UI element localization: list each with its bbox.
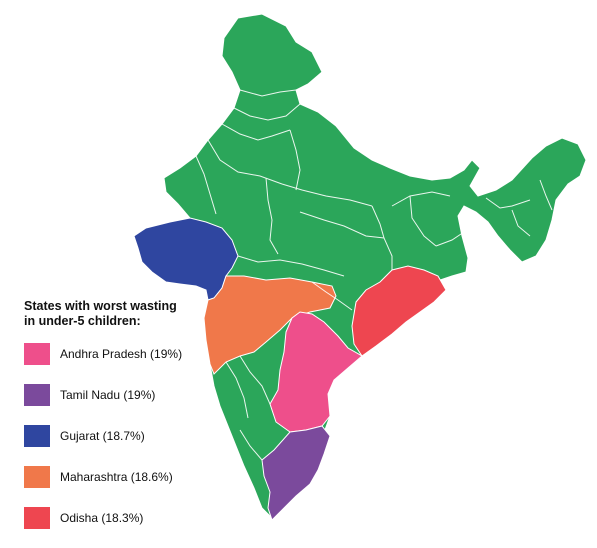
state-odisha bbox=[351, 265, 447, 357]
legend-swatch bbox=[24, 466, 50, 488]
legend: States with worst wasting in under-5 chi… bbox=[24, 299, 254, 548]
legend-item: Gujarat (18.7%) bbox=[24, 425, 254, 447]
legend-item: Tamil Nadu (19%) bbox=[24, 384, 254, 406]
legend-swatch bbox=[24, 384, 50, 406]
india-map bbox=[133, 13, 587, 521]
legend-item: Andhra Pradesh (19%) bbox=[24, 343, 254, 365]
legend-label: Andhra Pradesh (19%) bbox=[60, 347, 183, 361]
state-tamil-nadu bbox=[261, 425, 331, 521]
state-borders bbox=[195, 89, 553, 461]
legend-swatch bbox=[24, 507, 50, 529]
legend-label: Odisha (18.3%) bbox=[60, 511, 144, 525]
legend-title: States with worst wasting in under-5 chi… bbox=[24, 299, 177, 328]
legend-item: Odisha (18.3%) bbox=[24, 507, 254, 529]
state-andhra-pradesh bbox=[269, 311, 363, 433]
legend-item: Maharashtra (18.6%) bbox=[24, 466, 254, 488]
legend-swatch bbox=[24, 343, 50, 365]
legend-swatch bbox=[24, 425, 50, 447]
legend-label: Tamil Nadu (19%) bbox=[60, 388, 156, 402]
legend-label: Maharashtra (18.6%) bbox=[60, 470, 173, 484]
state-maharashtra bbox=[203, 275, 337, 375]
legend-label: Gujarat (18.7%) bbox=[60, 429, 145, 443]
legend-items: Andhra Pradesh (19%) Tamil Nadu (19%) Guja… bbox=[24, 343, 254, 529]
